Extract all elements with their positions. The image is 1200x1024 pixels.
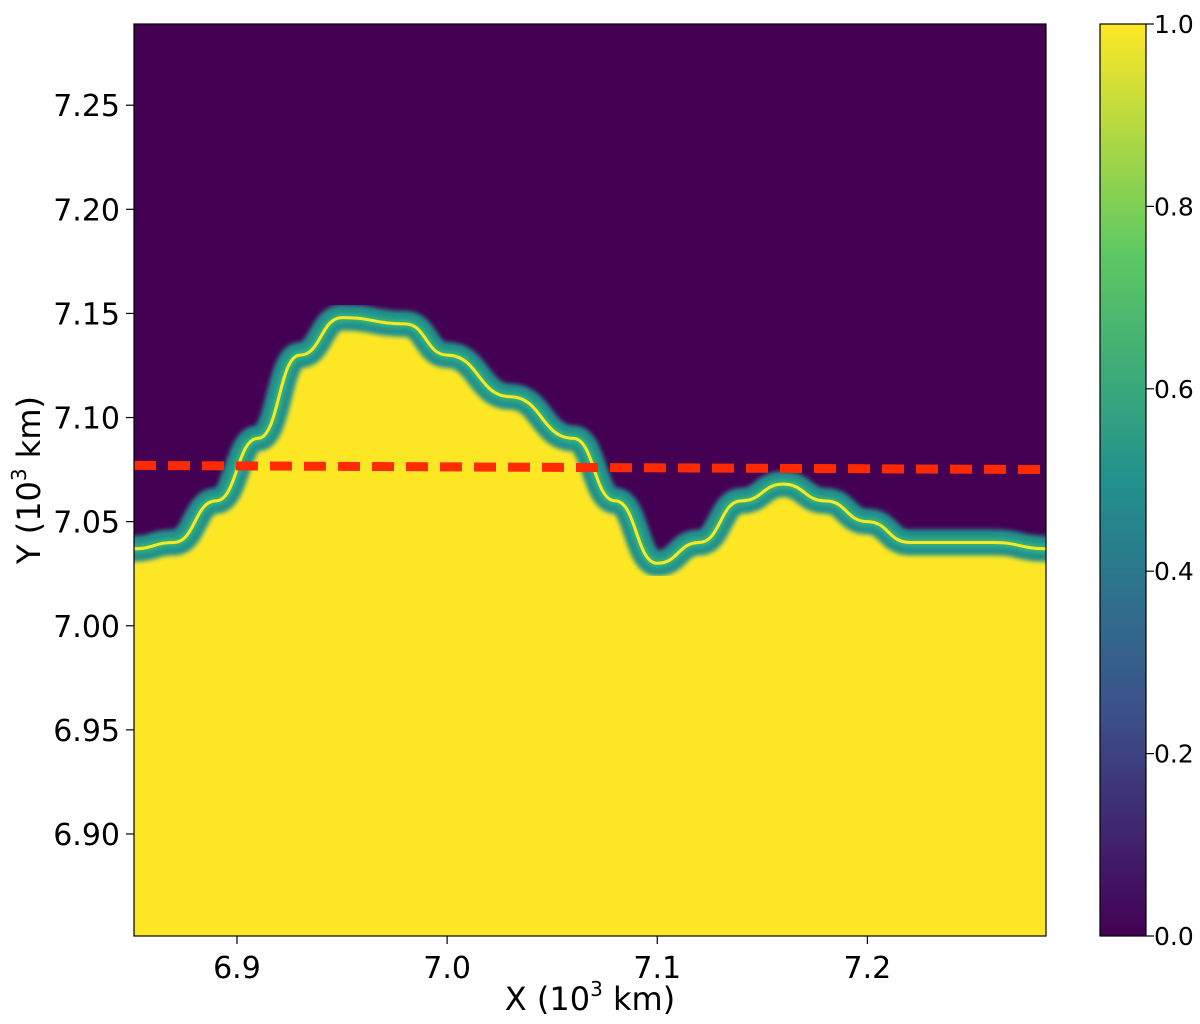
- colorbar-tick-label: 0.4: [1154, 557, 1194, 586]
- y-axis-title: Y (103 km): [7, 396, 48, 565]
- x-tick-label: 7.2: [844, 951, 892, 986]
- colorbar-tick-label: 0.2: [1154, 740, 1194, 769]
- interface-edge: [134, 316, 1046, 565]
- x-axis: 6.9 7.0 7.1 7.2: [213, 936, 891, 986]
- mixing-layer: [134, 304, 1046, 577]
- colorbar-ticks: 0.0 0.2 0.4 0.6 0.8 1.0: [1146, 10, 1194, 951]
- x-axis-title: X (103 km): [505, 977, 675, 1018]
- y-tick-label: 7.25: [53, 89, 120, 124]
- y-tick-label: 7.05: [53, 506, 120, 541]
- y-tick-label: 6.90: [53, 818, 120, 853]
- colorbar-scale: [1099, 23, 1147, 937]
- colorbar-tick-label: 0.0: [1154, 922, 1194, 951]
- y-tick-label: 7.20: [53, 193, 120, 228]
- x-tick-label: 6.9: [213, 951, 261, 986]
- plot-area: [134, 24, 1046, 936]
- plot-frame: [133, 23, 1047, 937]
- x-tick-label: 7.0: [423, 951, 471, 986]
- y-tick-label: 7.00: [53, 610, 120, 645]
- x-tick-label: 7.1: [633, 951, 681, 986]
- y-tick-label: 6.95: [53, 714, 120, 749]
- colorbar-tick-label: 0.6: [1154, 375, 1194, 404]
- colorbar-tick-label: 1.0: [1154, 10, 1194, 39]
- y-axis: 6.90 6.95 7.00 7.05 7.10 7.15 7.20 7.25: [53, 89, 134, 853]
- reference-dashed-line: [134, 460, 1046, 475]
- lower-fluid-region: [134, 317, 1046, 936]
- colorbar: 0.0 0.2 0.4 0.6 0.8 1.0: [1099, 10, 1194, 951]
- colorbar-tick-label: 0.8: [1154, 192, 1194, 221]
- y-tick-label: 7.15: [53, 297, 120, 332]
- y-tick-label: 7.10: [53, 402, 120, 437]
